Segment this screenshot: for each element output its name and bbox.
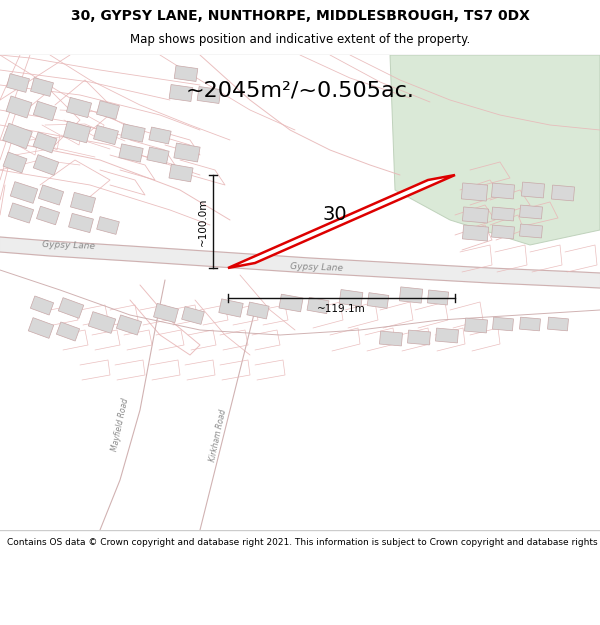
- Polygon shape: [436, 328, 458, 343]
- Polygon shape: [520, 224, 542, 238]
- Text: Gypsy Lane: Gypsy Lane: [42, 239, 95, 251]
- Polygon shape: [174, 143, 200, 162]
- Polygon shape: [10, 182, 38, 203]
- Polygon shape: [56, 322, 80, 341]
- Polygon shape: [463, 225, 488, 241]
- Polygon shape: [427, 290, 449, 305]
- Polygon shape: [521, 182, 545, 198]
- Polygon shape: [379, 331, 403, 346]
- Polygon shape: [70, 192, 95, 213]
- Polygon shape: [520, 317, 541, 331]
- Polygon shape: [154, 303, 178, 322]
- Polygon shape: [58, 298, 84, 318]
- Polygon shape: [34, 101, 56, 121]
- Polygon shape: [7, 74, 29, 92]
- Polygon shape: [31, 296, 53, 315]
- Polygon shape: [64, 121, 91, 143]
- Polygon shape: [390, 55, 600, 245]
- Text: ~2045m²/~0.505ac.: ~2045m²/~0.505ac.: [185, 80, 415, 100]
- Text: Mayfield Road: Mayfield Road: [110, 398, 130, 452]
- Polygon shape: [197, 86, 221, 104]
- Polygon shape: [97, 217, 119, 234]
- Polygon shape: [367, 292, 389, 308]
- Polygon shape: [8, 203, 34, 223]
- Polygon shape: [147, 147, 169, 164]
- Polygon shape: [247, 302, 269, 319]
- Polygon shape: [551, 185, 575, 201]
- Polygon shape: [88, 312, 116, 333]
- Polygon shape: [169, 164, 193, 182]
- Polygon shape: [2, 123, 32, 149]
- Text: ~100.0m: ~100.0m: [198, 198, 208, 246]
- Polygon shape: [219, 299, 243, 317]
- Text: Gypsy Lane: Gypsy Lane: [290, 262, 343, 272]
- Polygon shape: [119, 144, 143, 162]
- Polygon shape: [121, 124, 145, 142]
- Polygon shape: [461, 183, 488, 201]
- Polygon shape: [400, 287, 422, 303]
- Polygon shape: [307, 298, 329, 314]
- Polygon shape: [407, 330, 431, 345]
- Polygon shape: [94, 126, 118, 144]
- Polygon shape: [464, 318, 488, 333]
- Polygon shape: [169, 84, 193, 101]
- Polygon shape: [33, 132, 57, 153]
- Polygon shape: [68, 213, 94, 232]
- Polygon shape: [33, 154, 59, 176]
- Polygon shape: [491, 183, 515, 199]
- Polygon shape: [149, 127, 171, 144]
- Polygon shape: [174, 66, 198, 81]
- Polygon shape: [37, 206, 59, 225]
- Polygon shape: [339, 289, 363, 306]
- Text: Map shows position and indicative extent of the property.: Map shows position and indicative extent…: [130, 33, 470, 46]
- Polygon shape: [493, 317, 514, 331]
- Text: 30, GYPSY LANE, NUNTHORPE, MIDDLESBROUGH, TS7 0DX: 30, GYPSY LANE, NUNTHORPE, MIDDLESBROUGH…: [71, 9, 529, 24]
- Polygon shape: [182, 307, 205, 324]
- Polygon shape: [97, 101, 119, 119]
- Polygon shape: [6, 96, 32, 118]
- Polygon shape: [491, 207, 514, 221]
- Polygon shape: [520, 205, 542, 219]
- Polygon shape: [116, 315, 142, 335]
- Polygon shape: [548, 317, 568, 331]
- Polygon shape: [38, 185, 64, 205]
- Polygon shape: [279, 294, 303, 312]
- Text: ~119.1m: ~119.1m: [317, 304, 366, 314]
- Text: 30: 30: [323, 206, 347, 224]
- Polygon shape: [3, 152, 27, 173]
- Polygon shape: [228, 175, 455, 268]
- Polygon shape: [463, 207, 488, 223]
- Text: Kirkham Road: Kirkham Road: [208, 408, 228, 462]
- Polygon shape: [31, 78, 53, 96]
- Polygon shape: [67, 98, 92, 118]
- Polygon shape: [28, 318, 54, 338]
- Text: Contains OS data © Crown copyright and database right 2021. This information is : Contains OS data © Crown copyright and d…: [7, 538, 600, 547]
- Polygon shape: [491, 225, 514, 239]
